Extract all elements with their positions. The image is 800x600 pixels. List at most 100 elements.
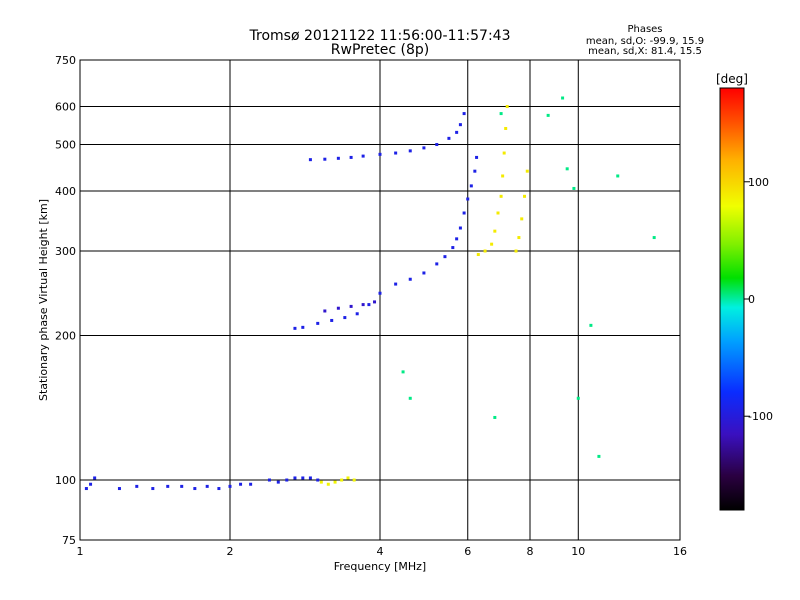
- x-tick-label: 1: [77, 545, 84, 558]
- data-point: [301, 476, 305, 480]
- colorbar-tick-label: -100: [748, 410, 773, 423]
- plot-frame: [79, 59, 681, 541]
- y-tick-label: 750: [55, 54, 76, 67]
- data-point: [493, 415, 497, 419]
- stats-line-x: mean, sd,X: 81.4, 15.5: [588, 46, 702, 57]
- data-point: [435, 143, 439, 147]
- data-point: [319, 480, 323, 484]
- data-point: [496, 211, 500, 215]
- colorbar-tick-label: 100: [748, 176, 769, 189]
- data-point: [576, 396, 580, 400]
- data-point: [565, 167, 569, 171]
- colorbar-label: [deg]: [716, 72, 748, 86]
- data-point: [349, 155, 353, 159]
- data-point: [84, 487, 88, 491]
- data-point: [443, 255, 447, 259]
- data-point: [475, 155, 479, 159]
- data-point: [117, 487, 121, 491]
- y-axis-label: Stationary phase Virtual Height [km]: [37, 199, 50, 401]
- data-point: [343, 316, 347, 320]
- data-point: [462, 112, 466, 116]
- data-point: [346, 476, 350, 480]
- data-point: [228, 484, 232, 488]
- data-point: [336, 306, 340, 310]
- data-point: [394, 282, 398, 286]
- y-tick-label: 75: [62, 534, 76, 547]
- y-tick-label: 100: [55, 474, 76, 487]
- data-point: [572, 186, 576, 190]
- colorbar: [719, 87, 745, 511]
- data-point: [349, 304, 353, 308]
- data-point: [408, 396, 412, 400]
- x-tick-label: 8: [527, 545, 534, 558]
- data-point: [316, 478, 320, 482]
- data-point: [323, 309, 327, 313]
- data-point: [483, 249, 487, 253]
- data-point: [205, 484, 209, 488]
- grid-lines: [79, 59, 681, 541]
- data-points: [84, 96, 656, 491]
- data-point: [217, 487, 221, 491]
- data-point: [336, 156, 340, 160]
- data-point: [422, 146, 426, 150]
- data-point: [451, 246, 455, 250]
- data-point: [308, 158, 312, 162]
- data-point: [499, 112, 503, 116]
- y-tick-label: 500: [55, 139, 76, 152]
- data-point: [180, 484, 184, 488]
- x-tick-label: 2: [227, 545, 234, 558]
- data-point: [361, 303, 365, 307]
- data-point: [93, 476, 97, 480]
- x-tick-label: 6: [464, 545, 471, 558]
- data-point: [505, 105, 509, 109]
- data-point: [525, 169, 529, 173]
- data-point: [561, 96, 565, 100]
- data-point: [308, 476, 312, 480]
- data-point: [166, 484, 170, 488]
- y-tick-label: 600: [55, 101, 76, 114]
- data-point: [352, 478, 356, 482]
- data-point: [514, 249, 518, 253]
- data-point: [301, 325, 305, 329]
- data-point: [401, 370, 405, 374]
- data-point: [378, 291, 382, 295]
- data-point: [408, 149, 412, 153]
- data-point: [293, 326, 297, 330]
- chart-subtitle: RwPretec (8p): [331, 42, 429, 58]
- data-point: [435, 262, 439, 266]
- data-point: [652, 236, 656, 240]
- data-point: [458, 123, 462, 127]
- data-point: [333, 480, 337, 484]
- data-point: [373, 300, 377, 304]
- data-point: [455, 130, 459, 134]
- data-point: [193, 487, 197, 491]
- data-point: [520, 217, 524, 221]
- data-point: [502, 151, 506, 155]
- data-point: [293, 476, 297, 480]
- colorbar-tick-label: 0: [748, 293, 755, 306]
- data-point: [469, 184, 473, 188]
- data-point: [447, 136, 451, 140]
- data-point: [499, 194, 503, 198]
- data-point: [135, 484, 139, 488]
- colorbar-ticks: 100 0 -100: [744, 176, 773, 423]
- data-point: [476, 253, 480, 257]
- data-point: [316, 321, 320, 325]
- x-axis-label: Frequency [MHz]: [334, 560, 426, 573]
- data-point: [473, 169, 477, 173]
- y-tick-label: 400: [55, 185, 76, 198]
- data-point: [517, 236, 521, 240]
- data-point: [267, 478, 271, 482]
- data-point: [285, 478, 289, 482]
- data-point: [326, 482, 330, 486]
- data-point: [151, 487, 155, 491]
- data-point: [367, 303, 371, 307]
- data-point: [330, 318, 334, 322]
- data-point: [597, 454, 601, 458]
- data-point: [89, 482, 93, 486]
- data-point: [523, 194, 527, 198]
- data-point: [378, 152, 382, 156]
- data-point: [355, 312, 359, 316]
- y-tick-label: 300: [55, 245, 76, 258]
